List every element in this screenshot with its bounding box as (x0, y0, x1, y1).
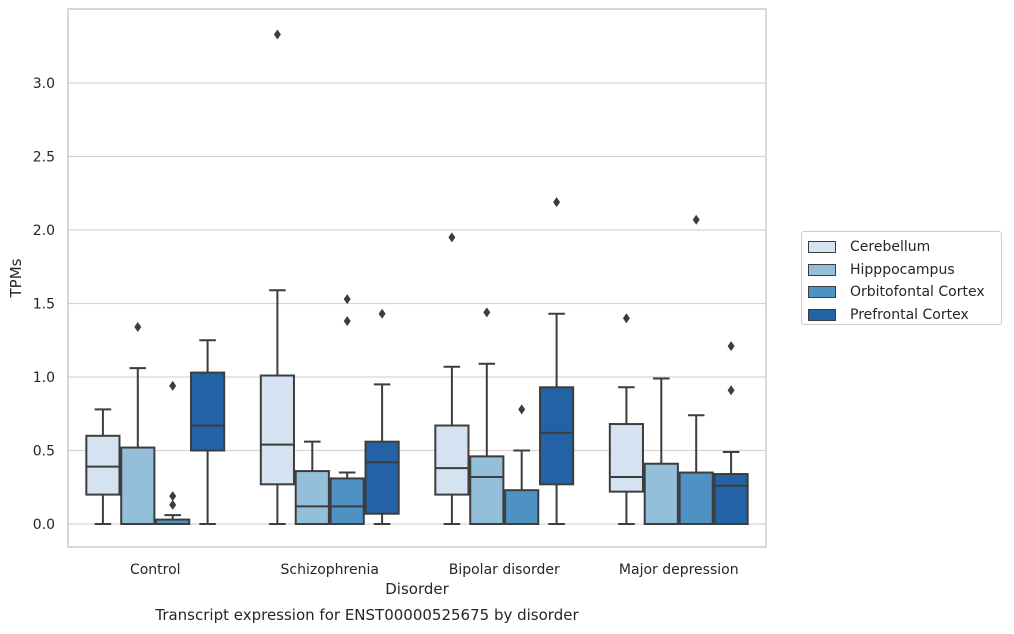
box-prefrontal-cortex-control (190, 339, 226, 525)
outlier-point (378, 308, 386, 319)
legend-swatch-orbitofontal-cortex (808, 286, 836, 299)
y-tick-label: 2.0 (33, 223, 55, 239)
box-prefrontal-cortex-schizophrenia (364, 308, 400, 525)
outlier-point (553, 197, 561, 208)
box-prefrontal-cortex-bipolar-disorder (539, 197, 575, 525)
box-body (469, 455, 505, 526)
box-body (678, 471, 714, 525)
y-tick-label: 1.0 (33, 370, 55, 386)
box-cerebellum-control (85, 408, 121, 525)
y-tick-label: 2.5 (33, 150, 55, 166)
box-hipppocampus-control (120, 322, 156, 525)
legend-label-cerebellum: Cerebellum (850, 239, 931, 256)
box-cerebellum-bipolar-disorder (434, 232, 470, 525)
legend-swatch-hipppocampus (808, 263, 836, 276)
box-body (713, 473, 749, 525)
outlier-point (169, 380, 177, 391)
box-hipppocampus-major-depression (643, 377, 679, 526)
plot-frame (67, 8, 767, 548)
y-tick-label: 0.5 (33, 444, 55, 460)
box-body (643, 462, 679, 526)
x-tick-label: Control (130, 562, 181, 578)
outlier-point (273, 29, 281, 40)
legend-label-orbitofontal-cortex: Orbitofontal Cortex (850, 284, 985, 301)
box-orbitofontal-cortex-control (155, 380, 191, 526)
x-tick-label: Bipolar disorder (449, 562, 560, 578)
outlier-point (727, 385, 735, 396)
outlier-point (727, 341, 735, 352)
x-axis-title: Disorder (385, 580, 449, 598)
outlier-point (343, 294, 351, 305)
outlier-point (483, 307, 491, 318)
box-body (120, 446, 156, 525)
outlier-point (169, 499, 177, 510)
box-cerebellum-major-depression (608, 313, 644, 525)
box-body (608, 423, 644, 493)
y-tick-label: 0.0 (33, 517, 55, 533)
grid-lines (68, 82, 766, 525)
outlier-point (518, 404, 526, 415)
outlier-point (448, 232, 456, 243)
chart-caption: Transcript expression for ENST0000052567… (155, 606, 579, 624)
box-body (294, 470, 330, 525)
legend-swatch-cerebellum (808, 241, 836, 254)
y-tick-label: 1.5 (33, 297, 55, 313)
box-hipppocampus-schizophrenia (294, 440, 330, 525)
box-orbitofontal-cortex-schizophrenia (329, 294, 365, 525)
box-body (434, 424, 470, 496)
outlier-point (343, 316, 351, 327)
y-tick-label: 3.0 (33, 76, 55, 92)
box-body (539, 386, 575, 486)
box-body (190, 371, 226, 452)
legend-item-hipppocampus: Hipppocampus (808, 259, 1001, 282)
y-axis-title: TPMs (7, 258, 25, 298)
x-tick-label: Major depression (619, 562, 739, 578)
box-body (85, 434, 121, 496)
box-body (364, 440, 400, 515)
box-body (259, 374, 295, 486)
legend: Cerebellum Hipppocampus Orbitofontal Cor… (801, 231, 1002, 325)
box-hipppocampus-bipolar-disorder (469, 307, 505, 526)
legend-swatch-prefrontal-cortex (808, 308, 836, 321)
legend-label-hipppocampus: Hipppocampus (850, 261, 955, 278)
axes: 0.0 0.5 1.0 1.5 2.0 2.5 3.0 Control Schizophreni… (33, 8, 767, 578)
legend-item-prefrontal-cortex: Prefrontal Cortex (808, 304, 1001, 327)
box-cerebellum-schizophrenia (259, 29, 295, 525)
legend-label-prefrontal-cortex: Prefrontal Cortex (850, 306, 969, 323)
outlier-point (622, 313, 630, 324)
legend-item-cerebellum: Cerebellum (808, 236, 1001, 259)
outlier-point (692, 214, 700, 225)
box-layer (85, 29, 749, 526)
box-body (329, 477, 365, 525)
box-body (504, 489, 540, 526)
box-prefrontal-cortex-major-depression (713, 341, 749, 525)
outlier-point (134, 322, 142, 333)
box-orbitofontal-cortex-major-depression (678, 214, 714, 525)
x-tick-label: Schizophrenia (281, 562, 379, 578)
outlier-point (169, 491, 177, 502)
box-orbitofontal-cortex-bipolar-disorder (504, 404, 540, 526)
legend-item-orbitofontal-cortex: Orbitofontal Cortex (808, 281, 1001, 304)
